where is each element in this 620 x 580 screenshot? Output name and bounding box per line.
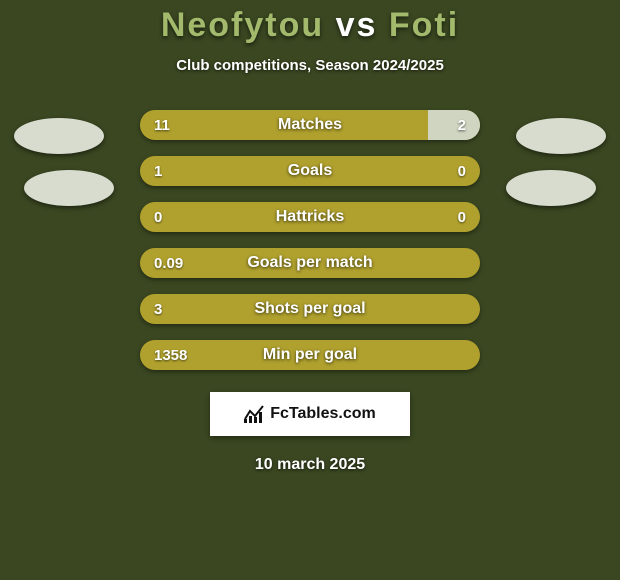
title: Neofytou vs Foti [0, 0, 620, 45]
stat-label: Matches [140, 110, 480, 140]
stat-bar: 00Hattricks [140, 202, 480, 232]
chart-icon [244, 405, 264, 423]
avatar [516, 118, 606, 154]
stat-bar: 0.09Goals per match [140, 248, 480, 278]
stat-bar: 3Shots per goal [140, 294, 480, 324]
stat-bar: 112Matches [140, 110, 480, 140]
stat-bar: 1358Min per goal [140, 340, 480, 370]
avatar [14, 118, 104, 154]
stat-bar: 10Goals [140, 156, 480, 186]
stat-label: Shots per goal [140, 294, 480, 324]
title-player2: Foti [389, 6, 459, 44]
bars-container: 112Matches 10Goals 00Hattricks 0.09Goals pe… [0, 110, 620, 370]
stat-label: Goals per match [140, 248, 480, 278]
source-badge: FcTables.com [210, 392, 410, 436]
source-badge-text: FcTables.com [270, 405, 376, 423]
date-line: 10 march 2025 [0, 456, 620, 474]
stat-label: Goals [140, 156, 480, 186]
title-player1: Neofytou [161, 6, 324, 44]
avatar [24, 170, 114, 206]
title-vs: vs [336, 6, 378, 44]
stat-label: Hattricks [140, 202, 480, 232]
stat-label: Min per goal [140, 340, 480, 370]
subtitle: Club competitions, Season 2024/2025 [0, 57, 620, 74]
avatar [506, 170, 596, 206]
